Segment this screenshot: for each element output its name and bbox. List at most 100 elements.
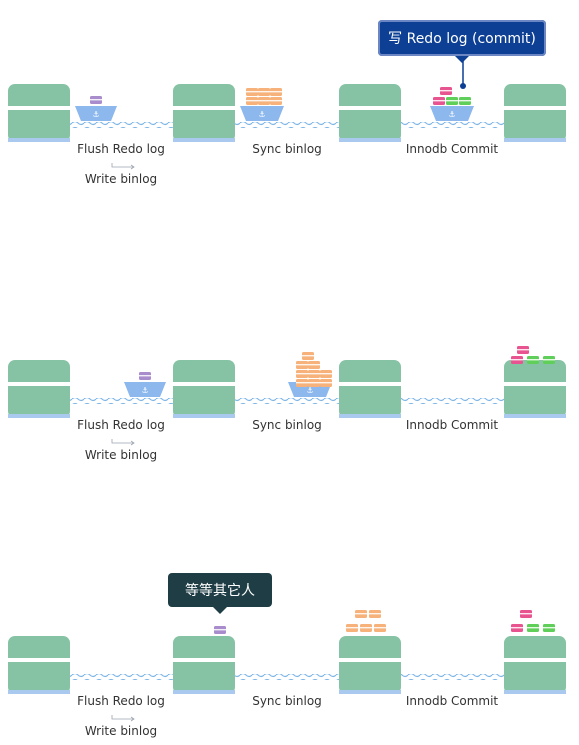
building-base xyxy=(173,414,235,418)
anchor-icon: ⚓ xyxy=(306,386,313,395)
stage-sublabel: Write binlog xyxy=(84,724,158,738)
building-0-3 xyxy=(504,84,566,142)
stacked-containers-sync xyxy=(346,610,386,632)
building-base xyxy=(339,414,401,418)
container-stripe xyxy=(139,375,151,377)
building-body xyxy=(339,360,401,418)
building-base xyxy=(339,690,401,694)
building-body xyxy=(8,84,70,142)
step-arrow-head xyxy=(130,716,135,722)
anchor-icon: ⚓ xyxy=(258,110,265,119)
building-divider xyxy=(339,658,401,662)
water-0-2 xyxy=(401,122,504,128)
building-base xyxy=(8,414,70,418)
container-stripe xyxy=(258,91,270,93)
building-2-2 xyxy=(339,636,401,694)
stage-label: Flush Redo log xyxy=(77,418,165,432)
building-base xyxy=(504,138,566,142)
container-stripe xyxy=(246,100,258,102)
container-stripe xyxy=(214,629,226,631)
building-body xyxy=(173,636,235,694)
water-2-2 xyxy=(401,674,504,680)
container-stripe xyxy=(246,91,258,93)
building-divider xyxy=(8,658,70,662)
building-base xyxy=(8,138,70,142)
stage-sublabel: Write binlog xyxy=(84,172,158,186)
building-body xyxy=(504,636,566,694)
building-2-0 xyxy=(8,636,70,694)
building-base xyxy=(8,690,70,694)
ship-0-3: ⚓ xyxy=(430,87,474,121)
stage-label: Innodb Commit xyxy=(405,694,499,708)
container-stripe xyxy=(320,382,332,384)
anchor-icon: ⚓ xyxy=(141,386,148,395)
container-stripe xyxy=(296,373,308,375)
stacked-containers-commit xyxy=(511,610,555,632)
stage-label: Sync binlog xyxy=(252,418,322,432)
stacked-containers-commit xyxy=(511,346,555,364)
building-body xyxy=(504,360,566,418)
container-stripe xyxy=(302,355,314,357)
step-arrow-head xyxy=(130,440,135,446)
water-1-0 xyxy=(70,398,173,404)
ship-hull xyxy=(124,382,166,397)
step-arrow xyxy=(111,163,134,168)
building-divider xyxy=(173,106,235,110)
container-stripe xyxy=(270,91,282,93)
container-stripe xyxy=(270,100,282,102)
bubble-connector-dot xyxy=(460,83,466,89)
container-stripe xyxy=(511,359,523,361)
ship-hull xyxy=(75,106,117,121)
ship-1-1: ⚓ xyxy=(124,372,166,397)
water-2-0 xyxy=(70,674,173,680)
anchor-icon: ⚓ xyxy=(448,110,455,119)
ship-hull xyxy=(240,106,284,121)
container-stripe xyxy=(517,349,529,351)
building-body xyxy=(173,360,235,418)
building-0-2 xyxy=(339,84,401,142)
building-1-2 xyxy=(339,360,401,418)
step-arrow xyxy=(111,439,134,444)
container-stripe xyxy=(446,100,458,102)
building-divider xyxy=(8,106,70,110)
container-stripe xyxy=(520,613,532,615)
container-stripe xyxy=(296,382,308,384)
stage-label: Flush Redo log xyxy=(77,694,165,708)
container-stripe xyxy=(320,373,332,375)
building-body xyxy=(504,84,566,142)
ship-0-1: ⚓ xyxy=(75,96,117,121)
container-stripe xyxy=(527,627,539,629)
water-1-2 xyxy=(401,398,504,404)
container-stripe xyxy=(360,627,372,629)
building-1-3 xyxy=(504,360,566,418)
building-body xyxy=(339,84,401,142)
building-base xyxy=(173,690,235,694)
building-divider xyxy=(8,382,70,386)
building-body xyxy=(8,636,70,694)
redo-log-commit-bubble: 写 Redo log (commit) xyxy=(378,20,546,63)
container-stripe xyxy=(308,373,320,375)
building-0-1 xyxy=(173,84,235,142)
building-divider xyxy=(339,106,401,110)
container-stripe xyxy=(258,100,270,102)
container-stripe xyxy=(527,359,539,361)
wait-others-bubble: 等等其它人 xyxy=(168,573,272,614)
container-stripe xyxy=(459,100,471,102)
container-stripe xyxy=(308,364,320,366)
waiting-container xyxy=(214,626,226,634)
container-stripe xyxy=(308,382,320,384)
ship-0-2: ⚓ xyxy=(240,88,284,121)
water-1-1 xyxy=(235,398,339,404)
building-divider xyxy=(173,382,235,386)
water-0-0 xyxy=(70,122,173,128)
building-body xyxy=(8,360,70,418)
container-stripe xyxy=(296,364,308,366)
building-divider xyxy=(504,106,566,110)
container-stripe xyxy=(374,627,386,629)
water-2-1 xyxy=(235,674,339,680)
water-0-1 xyxy=(235,122,339,128)
building-body xyxy=(339,636,401,694)
building-base xyxy=(504,414,566,418)
container-stripe xyxy=(440,90,452,92)
